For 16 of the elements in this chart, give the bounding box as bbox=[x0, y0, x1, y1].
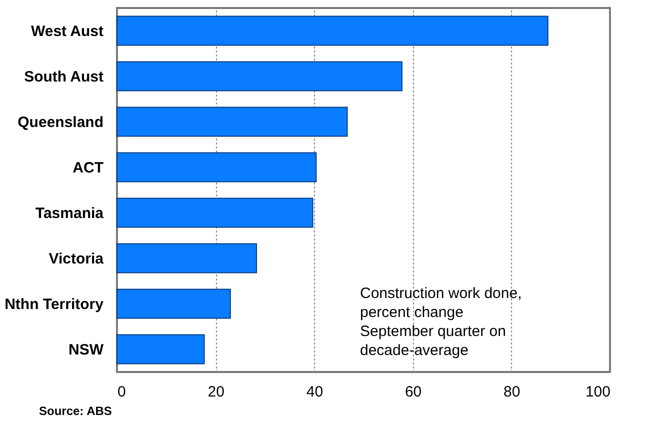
y-tick-label: Nthn Territory bbox=[4, 296, 104, 313]
y-tick-label: South Aust bbox=[24, 68, 104, 86]
x-tick-label: 20 bbox=[208, 384, 224, 400]
x-tick-label: 80 bbox=[504, 384, 520, 400]
y-tick-label: Tasmania bbox=[35, 204, 104, 222]
source-note: Source: ABS bbox=[39, 404, 112, 418]
x-tick-label: 0 bbox=[118, 384, 126, 400]
y-tick-label: Victoria bbox=[48, 250, 104, 268]
x-tick-label: 60 bbox=[404, 384, 422, 400]
y-tick-label: West Aust bbox=[30, 22, 104, 40]
y-tick-label: Queensland bbox=[18, 114, 104, 131]
x-tick-label: 100 bbox=[585, 384, 610, 400]
annotation: Construction work done, percent change September quarter on decade-average bbox=[360, 285, 522, 359]
x-tick-label: 40 bbox=[306, 384, 324, 400]
y-tick-label: ACT bbox=[72, 159, 104, 176]
y-tick-label: NSW bbox=[68, 341, 104, 358]
